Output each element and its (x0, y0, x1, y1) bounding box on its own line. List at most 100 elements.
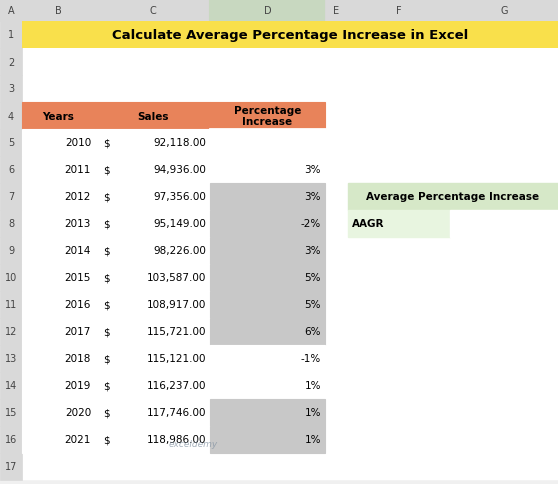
Bar (22, 345, 95, 372)
Bar (450, 157, 558, 183)
Bar (325, 238, 348, 264)
Bar (22, 76, 95, 103)
Bar (450, 399, 558, 426)
Bar (22, 291, 95, 318)
Text: 2017: 2017 (65, 327, 91, 337)
Bar (95, 345, 210, 372)
Bar (450, 76, 558, 103)
Bar (210, 22, 325, 49)
Bar (95, 238, 210, 264)
Bar (348, 372, 450, 399)
Text: 108,917.00: 108,917.00 (147, 300, 206, 310)
Bar (450, 238, 558, 264)
Bar (22, 318, 95, 345)
Bar (348, 76, 450, 103)
Text: 7: 7 (8, 192, 14, 202)
Bar (325, 157, 348, 183)
Bar (22, 211, 95, 238)
Bar (22, 291, 95, 318)
Text: exceldemy: exceldemy (169, 439, 218, 448)
Bar (0, 22, 22, 49)
Bar (450, 49, 558, 76)
Bar (450, 318, 558, 345)
Bar (0, 291, 22, 318)
Text: AAGR: AAGR (352, 219, 384, 229)
Bar (450, 183, 558, 211)
Text: -1%: -1% (301, 354, 321, 364)
Bar (450, 0, 558, 22)
Bar (348, 22, 450, 49)
Bar (95, 157, 210, 183)
Text: D: D (264, 6, 271, 16)
Bar (22, 426, 95, 453)
Text: 97,356.00: 97,356.00 (153, 192, 206, 202)
Bar (95, 0, 210, 22)
Bar (325, 22, 348, 49)
Bar (325, 291, 348, 318)
Text: $: $ (103, 354, 109, 364)
Bar (95, 372, 210, 399)
Text: 2018: 2018 (65, 354, 91, 364)
Text: 3%: 3% (305, 165, 321, 175)
Bar (22, 318, 95, 345)
Bar (210, 76, 325, 103)
Text: 16: 16 (5, 435, 17, 445)
Text: Sales: Sales (137, 111, 169, 121)
Bar (348, 183, 450, 211)
Bar (210, 103, 325, 130)
Text: A: A (8, 6, 15, 16)
Bar (95, 291, 210, 318)
Bar (325, 211, 348, 238)
Bar (210, 211, 325, 238)
Bar (22, 399, 95, 426)
Bar (0, 426, 22, 453)
Text: 2021: 2021 (65, 435, 91, 445)
Bar (22, 157, 95, 183)
Text: Average Percentage Increase: Average Percentage Increase (367, 192, 540, 202)
Text: 13: 13 (5, 354, 17, 364)
Bar (0, 399, 22, 426)
Bar (0, 372, 22, 399)
Text: 98,226.00: 98,226.00 (153, 246, 206, 256)
Bar (22, 183, 95, 211)
Bar (210, 426, 325, 453)
Bar (348, 291, 450, 318)
Bar (95, 157, 210, 183)
Bar (95, 318, 210, 345)
Bar (348, 103, 450, 130)
Bar (22, 238, 95, 264)
Bar (210, 399, 325, 426)
Text: 6%: 6% (305, 327, 321, 337)
Bar (95, 426, 210, 453)
Bar (348, 345, 450, 372)
Bar (95, 291, 210, 318)
Text: 2012: 2012 (65, 192, 91, 202)
Bar (22, 426, 95, 453)
Bar (325, 76, 348, 103)
Bar (325, 183, 348, 211)
Bar (210, 453, 325, 480)
Bar (210, 291, 325, 318)
Bar (210, 211, 325, 238)
Text: 2020: 2020 (65, 408, 91, 418)
Bar (210, 130, 325, 453)
Text: Percentage
Increase: Percentage Increase (234, 106, 301, 127)
Text: 1%: 1% (305, 381, 321, 391)
Bar (450, 264, 558, 291)
Bar (0, 130, 22, 157)
Bar (22, 345, 95, 372)
Bar (210, 291, 325, 318)
Bar (348, 426, 450, 453)
Text: 103,587.00: 103,587.00 (147, 273, 206, 283)
Bar (348, 211, 450, 238)
Text: 15: 15 (5, 408, 17, 418)
Text: 115,121.00: 115,121.00 (147, 354, 206, 364)
Bar (0, 453, 22, 480)
Bar (22, 157, 95, 183)
Bar (210, 238, 325, 264)
Bar (348, 183, 558, 211)
Bar (210, 183, 325, 211)
Text: 10: 10 (5, 273, 17, 283)
Bar (22, 22, 558, 49)
Bar (95, 183, 210, 211)
